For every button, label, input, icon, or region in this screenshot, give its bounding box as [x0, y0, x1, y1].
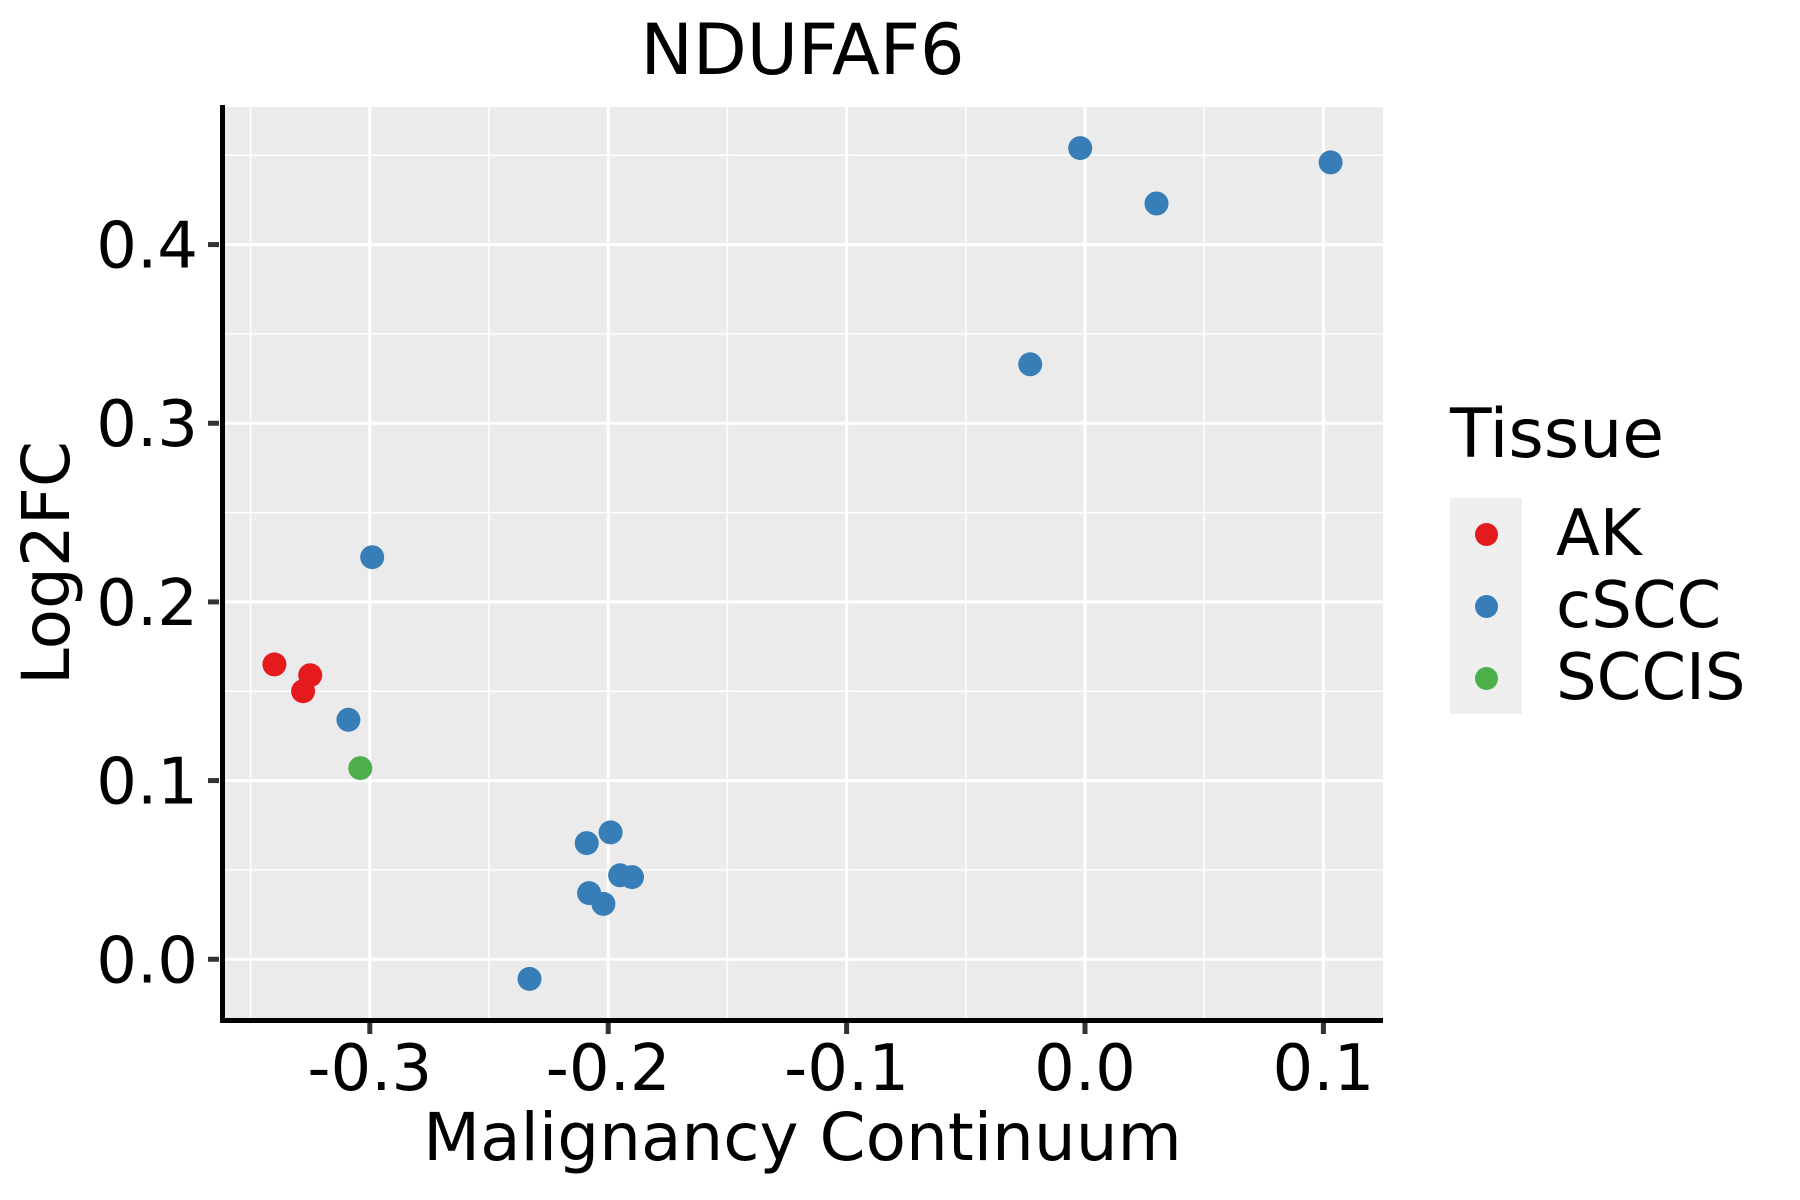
legend-dot-icon: [1474, 666, 1498, 690]
y-tick-label: 0.1: [96, 746, 198, 820]
x-tick-label: -0.2: [546, 1032, 671, 1106]
legend-key: [1450, 498, 1522, 570]
plot-panel: [222, 107, 1383, 1020]
x-axis-label: Malignancy Continuum: [423, 1099, 1182, 1176]
legend-dot-icon: [1474, 522, 1498, 546]
legend: Tissue AK cSCC SCCIS: [1450, 400, 1746, 714]
x-tick-label: -0.3: [307, 1032, 432, 1106]
y-tick-label: 0.0: [96, 924, 198, 998]
data-point: [262, 652, 287, 677]
y-tick-label: 0.4: [96, 210, 198, 284]
data-point: [591, 891, 616, 916]
data-point: [620, 865, 644, 890]
legend-title: Tissue: [1450, 395, 1665, 474]
data-point: [517, 966, 542, 991]
data-point: [291, 679, 316, 704]
data-point: [1068, 136, 1093, 161]
legend-entry-label: cSCC: [1556, 569, 1722, 643]
data-point: [1318, 150, 1343, 175]
data-point: [1018, 352, 1043, 377]
data-point: [1144, 191, 1169, 216]
data-point: [348, 756, 373, 781]
data-point: [574, 831, 599, 856]
legend-dot-icon: [1474, 594, 1498, 618]
legend-entry: AK: [1450, 498, 1746, 570]
x-tick-label: 0.0: [1034, 1032, 1136, 1106]
y-tick-label: 0.3: [96, 388, 198, 462]
chart-title: NDUFAF6: [640, 9, 965, 91]
data-point: [360, 545, 385, 570]
x-tick-label: -0.1: [784, 1032, 909, 1106]
data-point: [336, 707, 361, 732]
legend-entries: AK cSCC SCCIS: [1450, 498, 1746, 714]
legend-entry-label: SCCIS: [1556, 641, 1746, 715]
legend-key: [1450, 642, 1522, 714]
legend-entry-label: AK: [1556, 497, 1642, 571]
legend-entry: SCCIS: [1450, 642, 1746, 714]
legend-key: [1450, 570, 1522, 642]
legend-entry: cSCC: [1450, 570, 1746, 642]
y-tick-label: 0.2: [96, 567, 198, 641]
x-tick-label: 0.1: [1273, 1032, 1375, 1106]
data-point: [598, 820, 623, 845]
